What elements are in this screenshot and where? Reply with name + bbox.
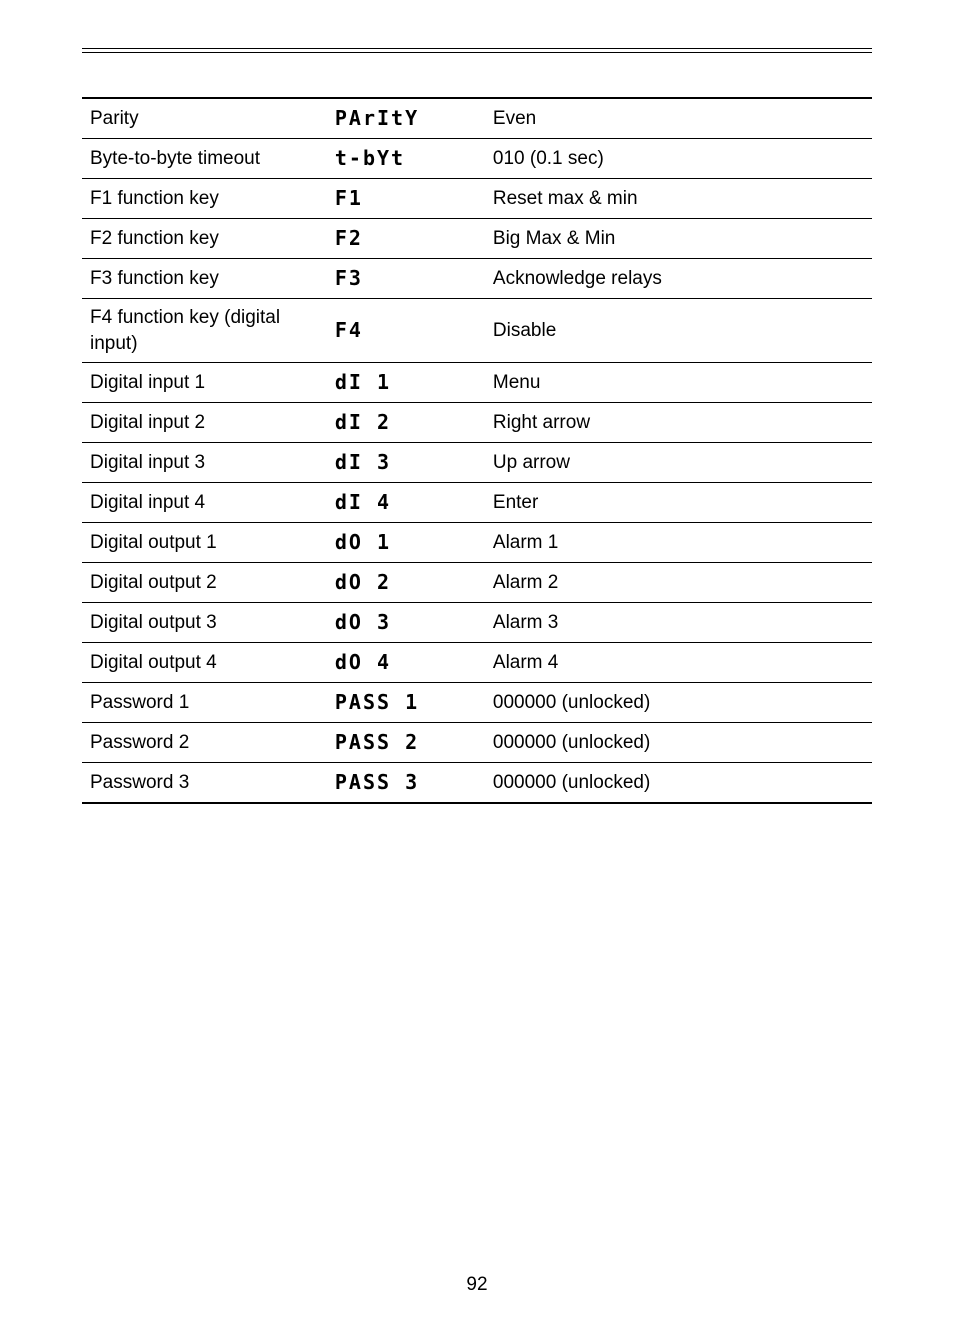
param-value: 000000 (unlocked)	[485, 763, 872, 804]
table-row: Digital input 4dI 4Enter	[82, 483, 872, 523]
param-name: F3 function key	[82, 259, 327, 299]
table-row: Byte-to-byte timeoutt-bYt010 (0.1 sec)	[82, 139, 872, 179]
param-code: F1	[327, 179, 485, 219]
table-row: Digital output 2dO 2Alarm 2	[82, 563, 872, 603]
table-row: Digital input 3dI 3Up arrow	[82, 443, 872, 483]
table-row: Digital output 4dO 4Alarm 4	[82, 643, 872, 683]
param-code: dI 1	[327, 363, 485, 403]
param-name: Digital input 1	[82, 363, 327, 403]
table-row: Digital output 3dO 3Alarm 3	[82, 603, 872, 643]
param-code: t-bYt	[327, 139, 485, 179]
param-value: Even	[485, 98, 872, 139]
param-value: Alarm 1	[485, 523, 872, 563]
param-name: Digital input 4	[82, 483, 327, 523]
param-value: Right arrow	[485, 403, 872, 443]
param-value: Disable	[485, 299, 872, 363]
table-row: Password 2PASS 2000000 (unlocked)	[82, 723, 872, 763]
param-name: F4 function key (digital input)	[82, 299, 327, 363]
param-name: F2 function key	[82, 219, 327, 259]
top-rule-outer	[82, 48, 872, 49]
param-value: Up arrow	[485, 443, 872, 483]
param-value: Alarm 2	[485, 563, 872, 603]
param-name: Password 1	[82, 683, 327, 723]
param-value: 000000 (unlocked)	[485, 683, 872, 723]
table-row: Password 1PASS 1000000 (unlocked)	[82, 683, 872, 723]
param-value: Reset max & min	[485, 179, 872, 219]
top-rule-inner	[82, 52, 872, 53]
param-name: Digital input 2	[82, 403, 327, 443]
param-value: Alarm 3	[485, 603, 872, 643]
param-value: Menu	[485, 363, 872, 403]
table-body: ParityPArItYEvenByte-to-byte timeoutt-bY…	[82, 98, 872, 803]
param-value: Big Max & Min	[485, 219, 872, 259]
param-code: PASS 1	[327, 683, 485, 723]
param-name: Digital output 1	[82, 523, 327, 563]
param-name: Password 3	[82, 763, 327, 804]
table-row: Digital input 1dI 1Menu	[82, 363, 872, 403]
parameters-table: ParityPArItYEvenByte-to-byte timeoutt-bY…	[82, 97, 872, 804]
table-row: F1 function keyF1Reset max & min	[82, 179, 872, 219]
param-value: 000000 (unlocked)	[485, 723, 872, 763]
table-row: Digital output 1dO 1Alarm 1	[82, 523, 872, 563]
param-code: F3	[327, 259, 485, 299]
param-value: Acknowledge relays	[485, 259, 872, 299]
param-code: PArItY	[327, 98, 485, 139]
param-name: Digital output 2	[82, 563, 327, 603]
table-row: F4 function key (digital input)F4Disable	[82, 299, 872, 363]
param-name: Digital output 4	[82, 643, 327, 683]
param-value: 010 (0.1 sec)	[485, 139, 872, 179]
table-row: F2 function keyF2Big Max & Min	[82, 219, 872, 259]
param-code: dO 4	[327, 643, 485, 683]
param-code: dI 3	[327, 443, 485, 483]
param-name: Password 2	[82, 723, 327, 763]
param-name: Digital output 3	[82, 603, 327, 643]
page-number: 92	[0, 1274, 954, 1296]
param-name: Parity	[82, 98, 327, 139]
param-value: Alarm 4	[485, 643, 872, 683]
table-row: ParityPArItYEven	[82, 98, 872, 139]
page-container: ParityPArItYEvenByte-to-byte timeoutt-bY…	[0, 0, 954, 844]
param-code: PASS 3	[327, 763, 485, 804]
param-code: dI 2	[327, 403, 485, 443]
table-row: F3 function keyF3Acknowledge relays	[82, 259, 872, 299]
param-name: Byte-to-byte timeout	[82, 139, 327, 179]
param-value: Enter	[485, 483, 872, 523]
param-code: F4	[327, 299, 485, 363]
param-code: dO 2	[327, 563, 485, 603]
param-code: dO 3	[327, 603, 485, 643]
table-row: Digital input 2dI 2Right arrow	[82, 403, 872, 443]
param-code: dO 1	[327, 523, 485, 563]
table-row: Password 3PASS 3000000 (unlocked)	[82, 763, 872, 804]
param-code: dI 4	[327, 483, 485, 523]
param-code: PASS 2	[327, 723, 485, 763]
param-code: F2	[327, 219, 485, 259]
param-name: F1 function key	[82, 179, 327, 219]
param-name: Digital input 3	[82, 443, 327, 483]
